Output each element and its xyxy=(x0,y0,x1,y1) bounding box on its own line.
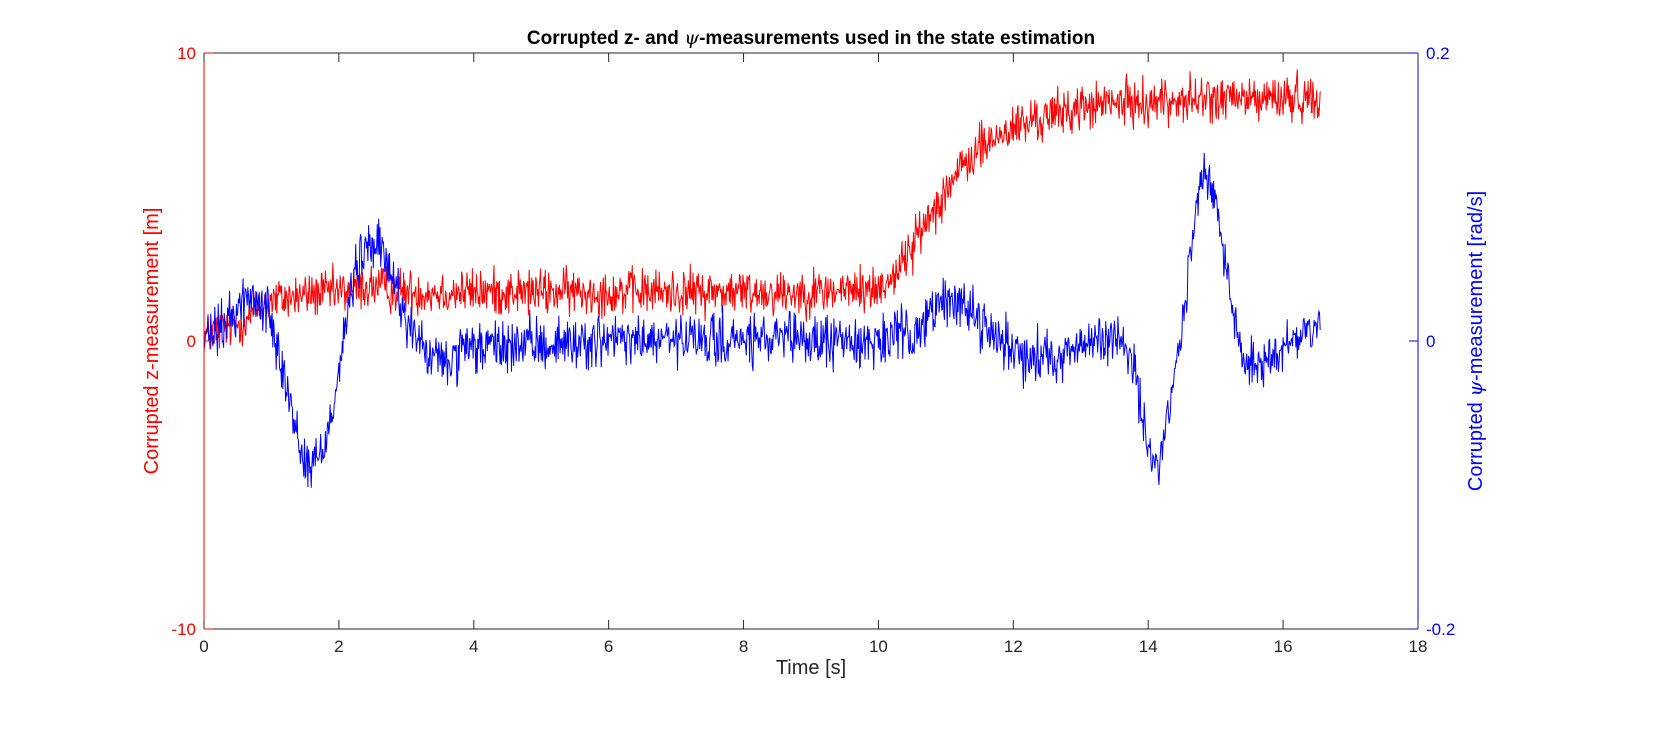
x-tick-label: 4 xyxy=(469,637,478,656)
right-y-axis-label: Corrupted ψ-measurement [rad/s] xyxy=(1463,191,1487,491)
x-tick-label: 8 xyxy=(739,637,748,656)
left-y-axis-label: Corrupted z-measurement [m] xyxy=(141,208,163,475)
x-tick-label: 10 xyxy=(869,637,888,656)
x-axis-label: Time [s] xyxy=(776,657,846,679)
plot-background xyxy=(204,53,1418,629)
series-layer xyxy=(203,69,1321,488)
x-tick-label: 14 xyxy=(1139,637,1158,656)
psi-symbol: ψ xyxy=(684,27,700,49)
left-y-tick-label: -10 xyxy=(171,620,196,639)
right-y-tick-label: -0.2 xyxy=(1426,620,1455,639)
chart-title: Corrupted z- and ψ-measurements used in … xyxy=(527,27,1095,49)
series-line-left-axis xyxy=(203,69,1321,357)
left-y-tick-label: 0 xyxy=(187,332,196,351)
x-tick-label: 2 xyxy=(334,637,343,656)
x-tick-label: 6 xyxy=(604,637,613,656)
x-tick-label: 16 xyxy=(1274,637,1293,656)
right-y-tick-label: 0 xyxy=(1426,332,1435,351)
x-tick-label: 12 xyxy=(1004,637,1023,656)
x-tick-label: 0 xyxy=(199,637,208,656)
left-y-tick-label: 10 xyxy=(177,44,196,63)
right-y-tick-label: 0.2 xyxy=(1426,44,1450,63)
x-tick-label: 18 xyxy=(1409,637,1428,656)
series-line-right-axis xyxy=(203,152,1321,488)
psi-symbol: ψ xyxy=(1463,381,1487,397)
